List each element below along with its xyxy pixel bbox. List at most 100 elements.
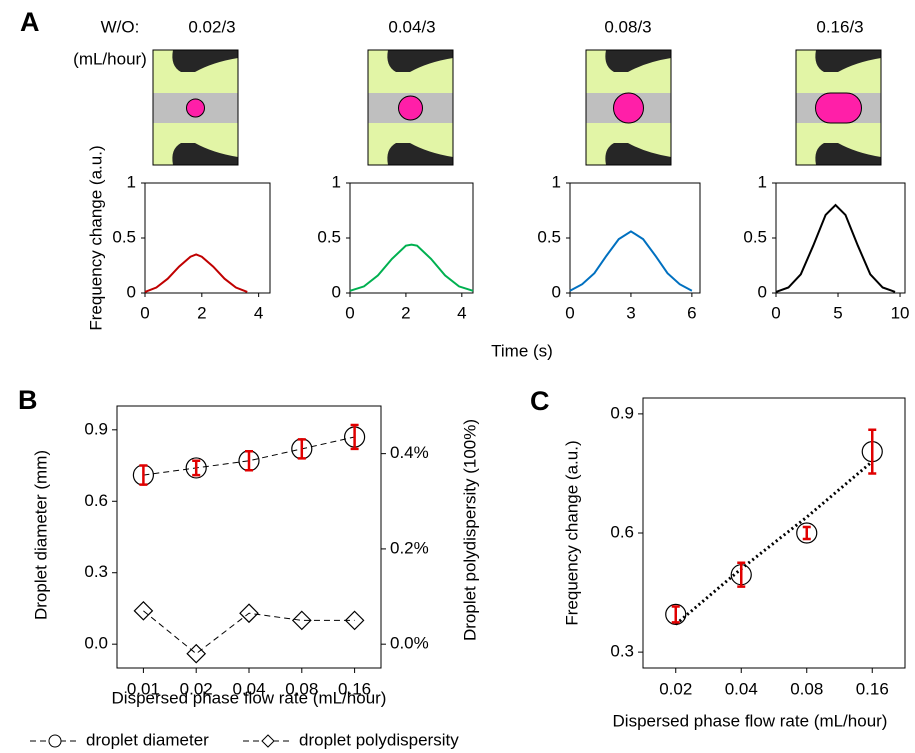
y-tick-label: 0.9 [84,419,108,438]
x-tick-label: 0.04 [232,679,265,698]
electrode [605,50,671,72]
x-tick-label: 6 [687,303,696,322]
y-tick-label: 0 [332,282,341,301]
chart-title: 0.16/3 [816,17,863,36]
y-tick-label: 0.5 [743,227,767,246]
droplet [186,98,205,118]
chart-title: 0.02/3 [188,17,235,36]
chart-title: 0.04/3 [388,17,435,36]
x-tick-label: 2 [401,303,410,322]
panel-label: C [530,386,550,416]
marker [291,610,312,631]
droplet [815,92,862,124]
plot-frame [116,405,382,669]
y-tick-label: 0.9 [610,403,634,422]
line [569,230,693,292]
x-tick-label: 3 [626,303,635,322]
error-bar [139,464,148,486]
plot-frame [349,182,474,294]
y-tick-label: 0 [758,282,767,301]
x-tick-label: 10 [891,303,910,322]
x-tick-label: 0.01 [127,679,160,698]
y-axis-label: Frequency change (a.u.) [562,440,581,625]
x-tick-label: 0.16 [856,679,889,698]
plot-frame [775,182,906,294]
line [143,610,355,655]
flow-unit: (mL/hour) [73,49,147,68]
y-axis-label: Frequency change (a.u.) [86,145,105,330]
y-tick-label: 1 [758,172,767,191]
channel-frame [152,49,239,166]
y2-tick-label: 0.4% [390,443,429,462]
channel-frame [795,49,882,166]
legend-marker [48,734,62,748]
x-axis-label: Dispersed phase flow rate (mL/hour) [613,711,888,730]
electrode [387,143,453,165]
error-bar [350,423,359,451]
panel-label: B [18,385,38,415]
x-tick-label: 4 [457,303,466,322]
line [143,436,355,476]
x-tick-label: 0.02 [659,679,692,698]
error-bar [245,450,253,472]
y-tick-label: 1 [127,172,136,191]
y-tick-label: 0.0 [84,634,108,653]
error-bar [297,438,306,460]
y-tick-label: 1 [552,172,561,191]
x-tick-label: 0.04 [725,679,758,698]
marker [185,457,207,479]
plot-frame [642,397,906,669]
x-tick-label: 0 [565,303,574,322]
channel-frame [585,49,672,166]
x-axis-label: Time (s) [491,341,553,360]
x-tick-label: 5 [833,303,842,322]
electrode [387,50,453,72]
x-tick-label: 2 [197,303,206,322]
y-tick-label: 0.6 [84,491,108,510]
electrode [815,50,881,72]
electrode [172,50,238,72]
y-tick-label: 0.5 [317,227,341,246]
y2-tick-label: 0.0% [390,634,429,653]
x-tick-label: 0.08 [285,679,318,698]
x-tick-label: 0.08 [790,679,823,698]
x-tick-label: 0.02 [180,679,213,698]
error-bar [737,561,746,588]
electrode [815,143,881,165]
x-tick-label: 0 [345,303,354,322]
marker [239,603,259,624]
x-tick-label: 0 [771,303,780,322]
y-tick-label: 0.5 [112,227,136,246]
y-tick-label: 1 [332,172,341,191]
error-bar [868,428,877,475]
x-tick-label: 4 [254,303,263,322]
y-tick-label: 0.3 [84,562,108,581]
legend-label: droplet diameter [86,730,209,749]
error-bar [802,525,811,541]
droplet [398,95,423,121]
x-axis-label: Dispersed phase flow rate (mL/hour) [112,688,387,707]
channel-frame [367,49,454,166]
marker [665,603,687,625]
y-tick-label: 0.5 [537,227,561,246]
marker [186,643,207,664]
electrode [605,143,671,165]
trendline [674,460,874,626]
line [144,253,248,293]
error-bar [192,459,201,477]
y2-tick-label: 0.2% [390,538,429,557]
line [349,243,474,292]
chart-title: 0.08/3 [604,17,651,36]
y-axis-label: Droplet diameter (mm) [31,450,50,620]
legend-marker [261,734,275,748]
flow-label: W/O: [101,17,140,36]
y-tick-label: 0 [127,282,136,301]
x-tick-label: 0 [140,303,149,322]
error-bar [671,605,680,624]
line [775,203,896,293]
legend-label: droplet polydispersity [299,730,459,749]
droplet [613,92,644,124]
marker [133,600,154,621]
